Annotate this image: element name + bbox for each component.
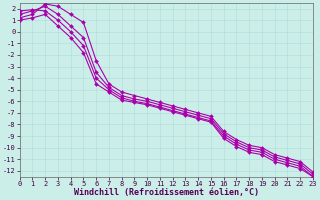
X-axis label: Windchill (Refroidissement éolien,°C): Windchill (Refroidissement éolien,°C)	[74, 188, 259, 197]
